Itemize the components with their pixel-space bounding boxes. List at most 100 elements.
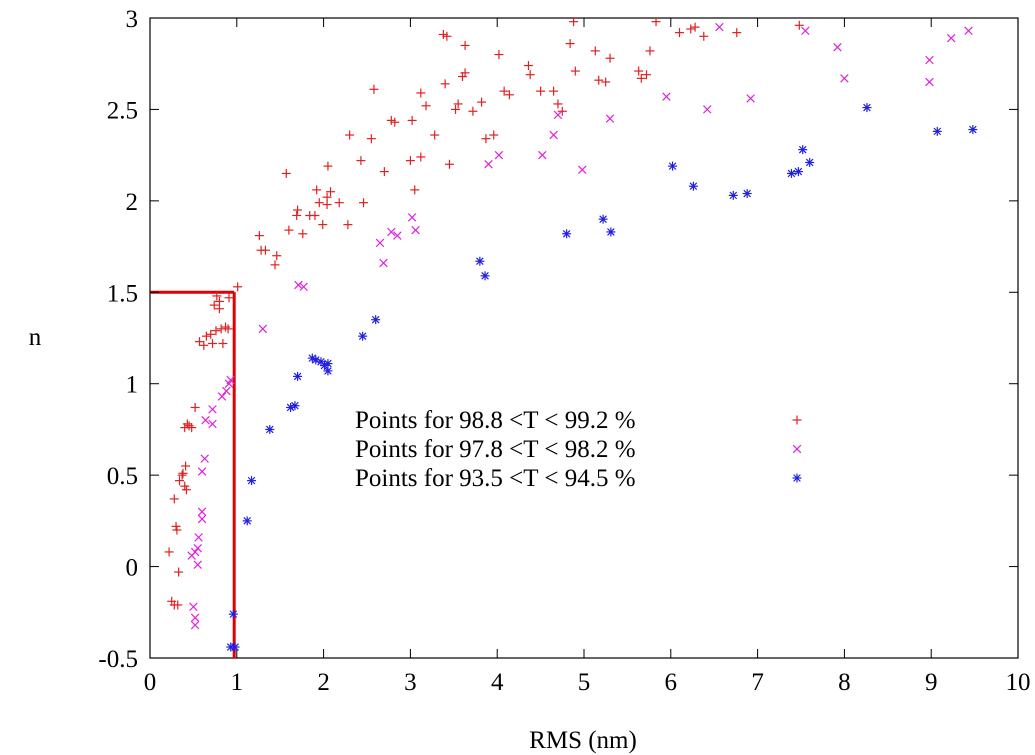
data-point (194, 337, 204, 347)
data-point (281, 168, 291, 178)
data-point (833, 43, 842, 52)
data-point (206, 329, 216, 339)
data-point (451, 104, 461, 114)
data-point (562, 229, 572, 239)
data-point (326, 187, 336, 197)
data-point (732, 28, 742, 38)
data-point (662, 92, 671, 101)
data-point (594, 75, 604, 85)
data-point (359, 198, 369, 208)
data-point (208, 405, 217, 414)
data-point (411, 225, 420, 235)
data-point (209, 300, 219, 310)
data-point (197, 467, 207, 476)
y-tick-label: 2 (126, 189, 139, 216)
data-point (345, 130, 355, 140)
data-point (421, 101, 431, 111)
data-point (310, 210, 320, 220)
data-point (189, 602, 198, 612)
data-point (477, 97, 487, 107)
data-point (793, 167, 803, 177)
data-point (224, 293, 234, 303)
data-point (369, 84, 379, 94)
data-point (686, 24, 696, 34)
threshold-lines (150, 290, 236, 658)
x-tick-label: 5 (578, 669, 591, 696)
data-point (862, 103, 872, 113)
data-point (254, 231, 264, 241)
data-point (218, 338, 228, 348)
data-point (233, 282, 243, 292)
data-point (460, 40, 470, 50)
series-2 (187, 22, 973, 630)
data-point (794, 20, 804, 30)
data-point (668, 161, 678, 171)
data-point (356, 156, 366, 166)
data-point (258, 324, 268, 334)
x-tick-label: 2 (317, 669, 330, 696)
y-tick-label: -0.5 (98, 646, 138, 673)
data-point (549, 130, 558, 140)
data-point (181, 485, 191, 495)
data-point (746, 94, 755, 103)
data-point (230, 642, 240, 652)
data-point (260, 245, 270, 255)
data-point (565, 39, 575, 49)
data-point (293, 205, 303, 215)
data-point (175, 476, 185, 486)
data-point (578, 165, 587, 175)
data-point (334, 198, 344, 208)
data-point (715, 22, 724, 32)
data-point (187, 423, 197, 433)
data-point (570, 66, 580, 76)
data-point (293, 371, 303, 381)
data-point (177, 470, 187, 480)
y-axis-ticks: -0.5 0 0.5 1 1.5 2 2.5 3 (98, 6, 1018, 673)
data-point (407, 213, 417, 222)
data-point (190, 547, 200, 557)
data-point (489, 130, 499, 140)
data-point (214, 296, 224, 306)
x-axis-ticks: 0 1 2 3 4 5 6 7 8 9 10 (144, 18, 1031, 696)
data-point (223, 324, 233, 334)
x-tick-label: 1 (231, 669, 244, 696)
data-point (193, 544, 202, 553)
data-point (674, 28, 684, 38)
data-point (164, 547, 174, 557)
data-point (190, 402, 200, 412)
data-point (371, 315, 381, 325)
data-point (375, 238, 385, 248)
legend-entry-label: Points for 98.8 <T < 99.2 % (355, 407, 636, 434)
legend-marker (792, 415, 802, 425)
data-point (606, 227, 616, 237)
data-point (968, 125, 978, 135)
data-point (481, 134, 491, 144)
y-tick-label: 3 (126, 6, 139, 33)
data-point (201, 416, 210, 425)
series-3 (226, 103, 978, 652)
data-point (290, 401, 300, 411)
data-point (728, 190, 738, 200)
data-point (222, 386, 231, 396)
data-point (453, 99, 463, 109)
data-point (504, 90, 514, 100)
data-point (169, 494, 179, 504)
data-point (468, 106, 478, 116)
x-tick-label: 6 (665, 669, 678, 696)
data-point (553, 110, 563, 120)
data-point (190, 613, 200, 623)
data-point (525, 70, 535, 80)
data-point (605, 53, 615, 63)
data-point (442, 31, 452, 41)
data-point (798, 145, 808, 155)
series-1 (164, 17, 804, 610)
data-point (228, 609, 238, 619)
data-point (343, 220, 353, 230)
data-point (181, 461, 191, 471)
data-point (197, 514, 207, 524)
data-point (174, 567, 184, 577)
data-point (688, 181, 698, 191)
data-point (379, 167, 389, 177)
data-point (393, 231, 402, 240)
